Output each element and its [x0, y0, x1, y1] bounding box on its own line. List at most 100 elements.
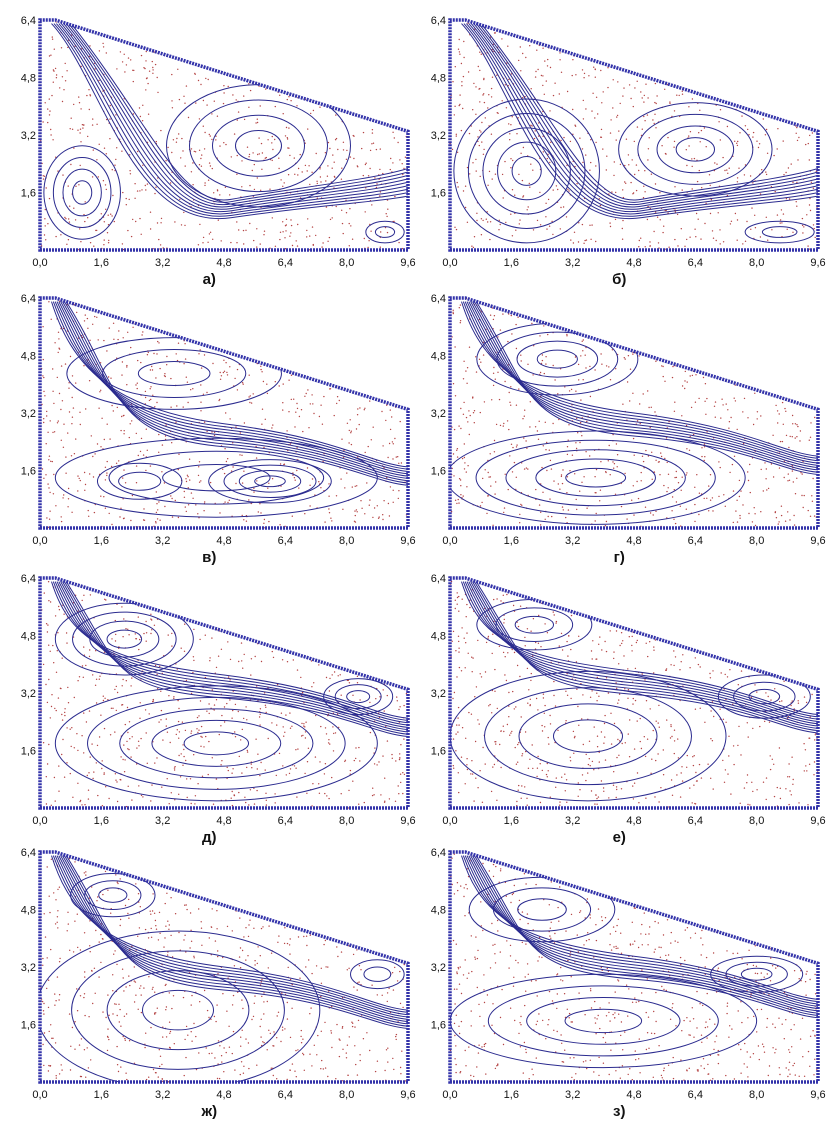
- particle-dot: [581, 69, 584, 71]
- particle-dot: [63, 776, 66, 778]
- x-tick-label: 9,6: [400, 815, 415, 827]
- particle-dot: [460, 129, 463, 132]
- particle-dot: [302, 430, 304, 433]
- particle-dot: [794, 437, 796, 439]
- particle-dot: [251, 767, 253, 769]
- particle-dot: [463, 360, 465, 362]
- particle-dot: [705, 1021, 707, 1023]
- particle-dot: [107, 224, 110, 226]
- particle-dot: [570, 614, 573, 617]
- particle-dot: [44, 225, 46, 227]
- shear-streamline: [56, 855, 408, 1018]
- particle-dot: [463, 637, 465, 639]
- particle-dot: [259, 503, 261, 505]
- particle-dot: [87, 509, 89, 512]
- particle-dot: [394, 800, 397, 802]
- particle-dot: [72, 407, 75, 409]
- particle-dot: [643, 736, 645, 738]
- vortex-contour: [475, 439, 716, 516]
- particle-dot: [458, 38, 460, 41]
- particle-dot: [781, 440, 784, 443]
- particle-dot: [790, 794, 792, 796]
- particle-dot: [305, 966, 307, 968]
- streamlines: [450, 581, 818, 802]
- particle-dot: [791, 470, 794, 472]
- particle-dot: [197, 731, 199, 734]
- particle-dot: [200, 83, 202, 86]
- particle-dot: [129, 173, 132, 175]
- particle-dot: [170, 934, 172, 937]
- particle-dot: [636, 720, 638, 722]
- particle-dot: [807, 509, 809, 512]
- particle-dot: [471, 656, 473, 658]
- particle-dot: [806, 770, 808, 772]
- particle-dot: [324, 727, 327, 729]
- particle-dot: [620, 632, 623, 634]
- particle-dot: [323, 943, 325, 946]
- particle-dot: [89, 339, 91, 341]
- particle-dot: [344, 759, 347, 761]
- vortex-contour: [118, 471, 162, 491]
- particle-dot: [139, 450, 142, 453]
- particle-dot: [73, 696, 76, 699]
- particle-dot: [769, 768, 772, 771]
- particle-dot: [71, 1026, 74, 1029]
- particle-dot: [139, 702, 141, 704]
- particle-dot: [44, 936, 47, 938]
- particle-dot: [114, 164, 116, 166]
- particle-dot: [643, 94, 645, 97]
- shear-streamline: [466, 581, 818, 722]
- particle-dot: [83, 124, 85, 126]
- particle-dot: [519, 513, 521, 516]
- particle-dot: [457, 706, 460, 709]
- particle-dot: [502, 197, 504, 199]
- particle-dot: [206, 710, 208, 712]
- particle-dot: [590, 650, 593, 652]
- particle-dot: [566, 90, 569, 93]
- particle-dot: [511, 648, 513, 651]
- particle-dot: [510, 732, 512, 734]
- particle-dot: [67, 239, 70, 241]
- particle-dot: [786, 228, 788, 230]
- particle-dot: [186, 908, 188, 911]
- particle-dot: [749, 175, 752, 177]
- particle-dot: [395, 456, 397, 458]
- particle-dot: [752, 727, 754, 730]
- particle-dot: [658, 726, 660, 728]
- particle-dot: [799, 1038, 802, 1040]
- particle-dot: [698, 763, 701, 766]
- particle-dot: [497, 336, 499, 338]
- particle-dot: [285, 230, 287, 232]
- particle-dot: [464, 667, 466, 669]
- particle-dot: [380, 231, 382, 233]
- particle-dot: [667, 473, 670, 475]
- particle-dot: [536, 219, 539, 222]
- particle-dot: [552, 422, 554, 425]
- particle-dot: [215, 1020, 217, 1023]
- particle-dot: [811, 500, 814, 502]
- particle-dot: [558, 93, 560, 95]
- particle-dot: [48, 459, 50, 461]
- particle-dot: [517, 117, 519, 119]
- particle-dot: [240, 642, 243, 644]
- particle-dot: [719, 109, 722, 111]
- particle-dot: [358, 423, 360, 426]
- particle-dot: [709, 184, 711, 187]
- particle-dot: [293, 765, 296, 767]
- particle-dot: [789, 790, 791, 792]
- particle-dot: [342, 149, 345, 151]
- particle-dot: [97, 896, 99, 898]
- particle-dot: [591, 110, 593, 112]
- particle-dot: [253, 487, 255, 489]
- particle-dot: [575, 74, 577, 76]
- particle-dot: [324, 1067, 327, 1069]
- particle-dot: [137, 1008, 139, 1010]
- particle-dot: [653, 672, 655, 674]
- particle-dot: [131, 677, 133, 679]
- particle-dot: [213, 704, 216, 706]
- particle-dot: [717, 1054, 719, 1056]
- particle-dot: [166, 954, 169, 956]
- particle-dot: [105, 208, 107, 210]
- particle-dot: [570, 388, 573, 391]
- particle-dot: [627, 668, 629, 670]
